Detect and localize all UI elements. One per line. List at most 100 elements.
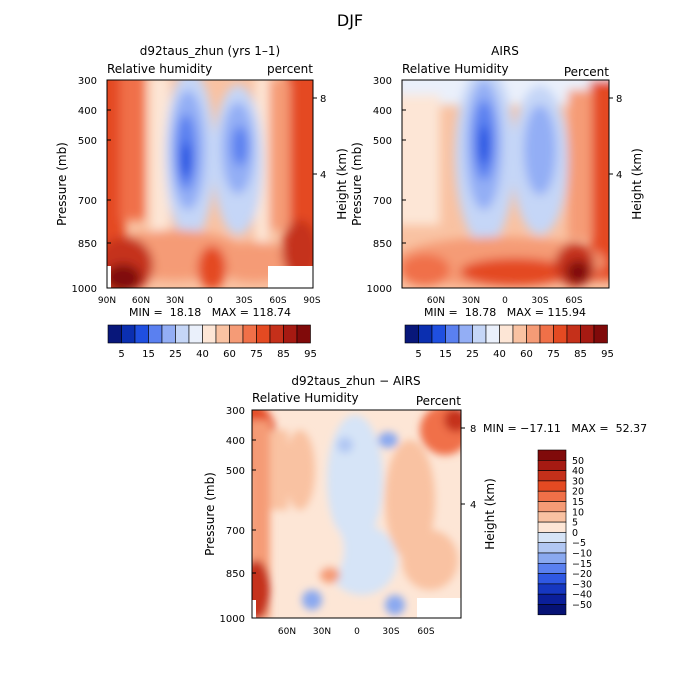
legend-swatch (537, 573, 567, 585)
y-tick: 1000 (367, 284, 392, 295)
x-tick: 0 (207, 296, 213, 306)
legend-swatch (537, 511, 567, 523)
legend-swatch (202, 324, 217, 344)
y-tick: 850 (226, 569, 245, 580)
x-tick: 30S (531, 296, 548, 306)
legend-swatch (175, 324, 190, 344)
x-tick: 90N (98, 296, 116, 306)
legend-swatch (537, 562, 567, 574)
legend-label: 40 (196, 349, 209, 360)
y-tick: 400 (226, 436, 245, 447)
legend-label: 40 (572, 466, 584, 477)
legend-swatch (458, 324, 473, 344)
x-tick: 0 (354, 627, 360, 637)
legend-label: 5 (118, 349, 124, 360)
legend-label: −50 (572, 600, 592, 611)
panel-model: d92taus_zhun (yrs 1–1) Relative humidity… (55, 44, 349, 360)
y-axis-title-right: Height (km) (630, 148, 644, 219)
legend-swatch (485, 324, 500, 344)
y-axis-title: Pressure (mb) (350, 142, 364, 226)
x-tick: 60S (417, 627, 434, 637)
y-tick: 300 (78, 76, 97, 87)
stats-text: MIN = −17.11 MAX = 52.37 (483, 422, 647, 435)
legend-swatch (283, 324, 298, 344)
legend-swatch (537, 542, 567, 554)
legend-swatch (148, 324, 163, 344)
legend-swatch (537, 449, 567, 461)
legend-swatch (537, 459, 567, 471)
legend-label: 15 (572, 497, 584, 508)
legend-label: 85 (277, 349, 290, 360)
panel-right-label: Percent (416, 394, 461, 408)
legend-label: 5 (572, 518, 578, 529)
y-tick-right: 4 (616, 170, 622, 181)
legend-label: 25 (169, 349, 182, 360)
x-tick: 90S (303, 296, 320, 306)
legend-label: 75 (250, 349, 263, 360)
panel-title: AIRS (491, 44, 519, 58)
y-tick: 700 (78, 196, 97, 207)
legend-label: −40 (572, 590, 592, 601)
x-tick: 30S (382, 627, 399, 637)
y-tick: 400 (78, 106, 97, 117)
legend-label: 5 (415, 349, 421, 360)
legend-swatch (188, 324, 203, 344)
panel-right-label: Percent (564, 65, 609, 79)
color-legend: 5 15 25 40 60 75 85 95 (107, 324, 317, 360)
legend-swatch (580, 324, 595, 344)
legend-swatch (537, 480, 567, 492)
legend-label: 50 (572, 456, 584, 467)
legend-swatch (537, 532, 567, 544)
plot-frame (401, 79, 610, 289)
y-tick: 850 (78, 239, 97, 250)
legend-swatch (537, 583, 567, 595)
legend-swatch (107, 324, 122, 344)
legend-swatch (526, 324, 541, 344)
legend-label: −10 (572, 549, 592, 560)
legend-swatch (229, 324, 244, 344)
legend-label: 60 (520, 349, 533, 360)
y-tick: 500 (373, 136, 392, 147)
x-tick: 60S (565, 296, 582, 306)
legend-swatch (296, 324, 311, 344)
legend-swatch (472, 324, 487, 344)
legend-swatch (512, 324, 527, 344)
panel-difference: d92taus_zhun − AIRS Relative Humidity Pe… (203, 374, 647, 637)
legend-label: 75 (547, 349, 560, 360)
color-legend: 5 15 25 40 60 75 85 95 (404, 324, 614, 360)
y-tick-right: 4 (320, 170, 326, 181)
legend-swatch (566, 324, 581, 344)
x-tick: 30S (235, 296, 252, 306)
heatmap-field (107, 80, 313, 288)
heatmap-field (402, 80, 609, 288)
panel-obs: AIRS Relative Humidity Percent (350, 44, 644, 360)
legend-swatch (553, 324, 568, 344)
legend-swatch (537, 470, 567, 482)
legend-swatch (537, 501, 567, 513)
x-tick: 60N (132, 296, 150, 306)
legend-swatch (215, 324, 230, 344)
y-tick: 300 (226, 406, 245, 417)
x-tick: 60S (269, 296, 286, 306)
legend-swatch (431, 324, 446, 344)
legend-label: 30 (572, 476, 584, 487)
y-tick-right: 8 (616, 94, 622, 105)
y-tick: 700 (226, 526, 245, 537)
y-tick-right: 8 (320, 94, 326, 105)
legend-swatch (418, 324, 433, 344)
legend-swatch (499, 324, 514, 344)
legend-swatch (161, 324, 176, 344)
stats-text: MIN = 18.78 MAX = 115.94 (424, 306, 586, 319)
legend-label: −20 (572, 569, 592, 580)
plot-frame (251, 409, 462, 619)
legend-label: 15 (142, 349, 155, 360)
legend-swatch (445, 324, 460, 344)
panel-left-label: Relative Humidity (402, 62, 509, 76)
panel-title: d92taus_zhun (yrs 1–1) (140, 44, 280, 58)
panel-right-label: percent (267, 62, 313, 76)
legend-label: 40 (493, 349, 506, 360)
y-tick-right: 4 (470, 500, 476, 511)
panel-left-label: Relative Humidity (252, 391, 359, 405)
legend-label: −15 (572, 559, 592, 570)
